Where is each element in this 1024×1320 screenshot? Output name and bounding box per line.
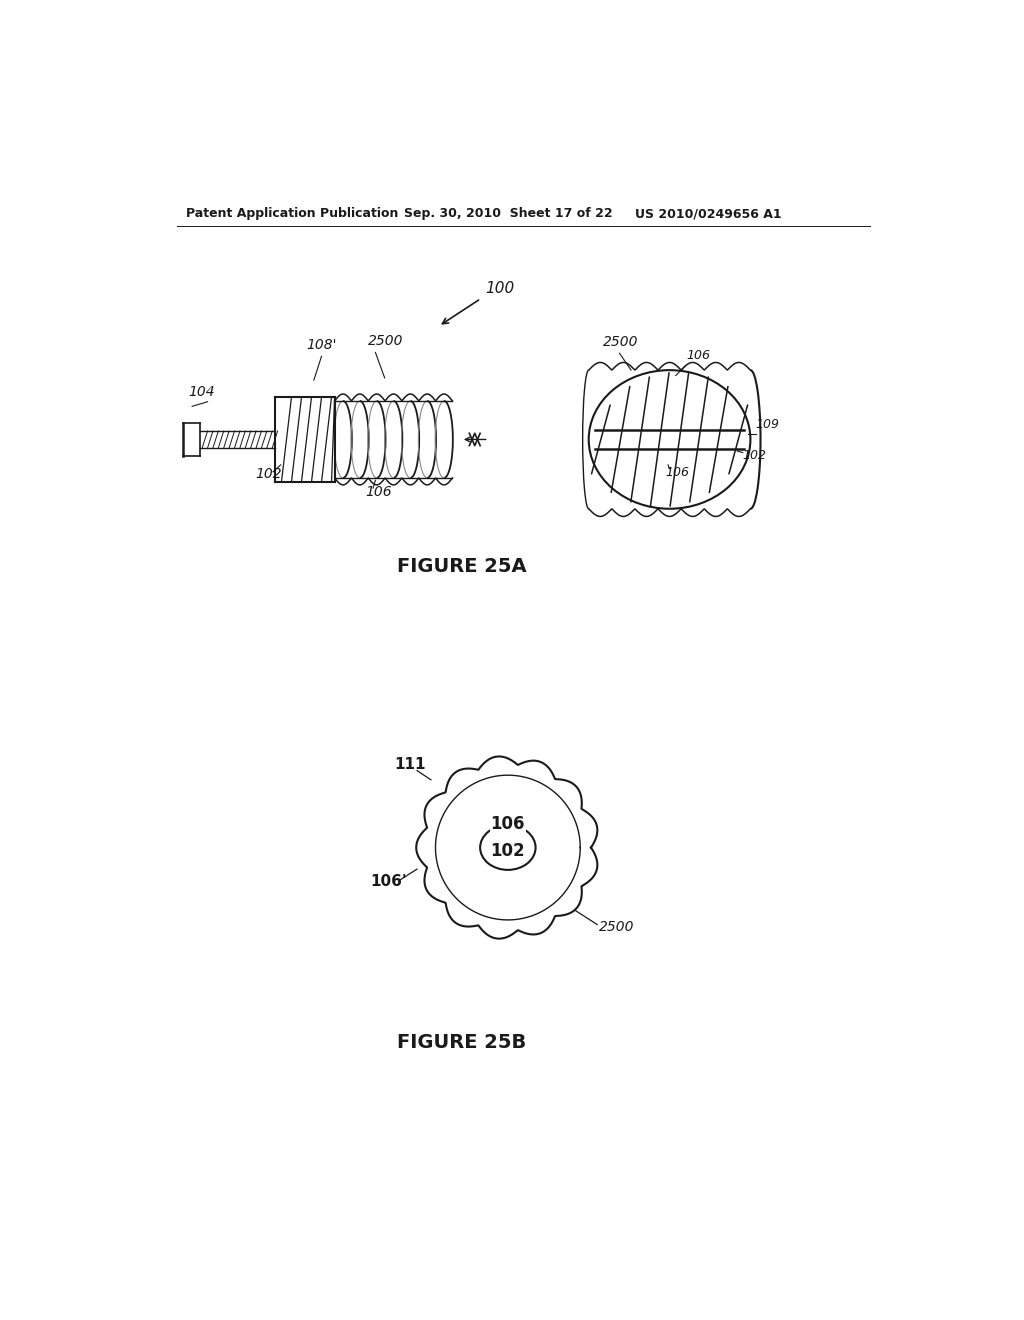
Text: 106': 106' xyxy=(371,874,408,890)
Text: 2500: 2500 xyxy=(602,334,638,348)
Text: 2500: 2500 xyxy=(368,334,403,347)
Text: FIGURE 25B: FIGURE 25B xyxy=(397,1032,526,1052)
Text: 104: 104 xyxy=(188,384,215,399)
Text: FIGURE 25A: FIGURE 25A xyxy=(397,557,526,576)
Text: 109: 109 xyxy=(756,418,780,430)
Text: 106: 106 xyxy=(686,350,711,363)
Text: 106: 106 xyxy=(490,816,525,833)
Text: US 2010/0249656 A1: US 2010/0249656 A1 xyxy=(635,207,781,220)
Text: 102: 102 xyxy=(490,842,525,859)
Text: Patent Application Publication: Patent Application Publication xyxy=(186,207,398,220)
Text: 106: 106 xyxy=(366,484,392,499)
Text: 102: 102 xyxy=(742,449,767,462)
Text: 100: 100 xyxy=(484,281,514,296)
Text: 111: 111 xyxy=(394,756,425,772)
Text: 106: 106 xyxy=(666,466,690,479)
Text: Sep. 30, 2010  Sheet 17 of 22: Sep. 30, 2010 Sheet 17 of 22 xyxy=(403,207,612,220)
Text: 2500: 2500 xyxy=(599,920,634,933)
Text: 102: 102 xyxy=(255,467,282,480)
Text: 108': 108' xyxy=(306,338,337,352)
